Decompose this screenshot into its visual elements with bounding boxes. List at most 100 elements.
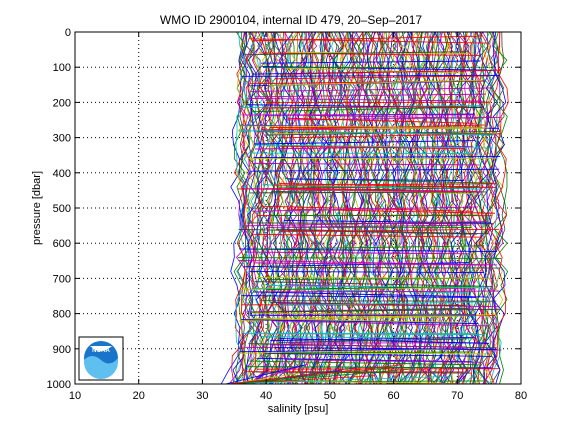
profile-tail bbox=[233, 367, 393, 384]
profile-connector bbox=[254, 245, 485, 250]
profile-connector bbox=[281, 351, 469, 354]
profile-connector bbox=[265, 224, 471, 228]
profile-line bbox=[248, 32, 262, 384]
profile-connector bbox=[278, 338, 467, 343]
y-tick-label: 100 bbox=[53, 62, 71, 74]
profile-connector bbox=[248, 188, 483, 193]
profile-line bbox=[379, 32, 396, 384]
profile-connector bbox=[246, 251, 470, 255]
profile-connector bbox=[274, 347, 497, 350]
profile-line bbox=[252, 32, 278, 384]
profile-connector bbox=[260, 60, 481, 64]
profile-connector bbox=[280, 332, 476, 335]
profile-line bbox=[251, 32, 269, 384]
profile-connector bbox=[265, 278, 483, 280]
profile-connector bbox=[254, 144, 493, 149]
profile-tail bbox=[227, 364, 403, 384]
profile-line bbox=[355, 32, 371, 384]
profile-line bbox=[390, 32, 408, 384]
profile-line bbox=[483, 32, 504, 384]
profile-connector bbox=[270, 344, 466, 348]
profile-connector bbox=[284, 67, 466, 74]
profile-lines bbox=[220, 32, 509, 384]
profile-connector bbox=[255, 262, 486, 266]
profile-connector bbox=[266, 285, 480, 291]
y-tick-label: 300 bbox=[53, 133, 71, 145]
y-tick-label: 900 bbox=[53, 344, 71, 356]
profile-line bbox=[262, 32, 278, 384]
profile-connector bbox=[259, 52, 481, 56]
profile-connector bbox=[244, 221, 488, 227]
profile-connector bbox=[287, 117, 475, 124]
profile-connector bbox=[238, 228, 478, 235]
chart-title: WMO ID 2900104, internal ID 479, 20–Sep–… bbox=[160, 13, 422, 27]
profile-connector bbox=[239, 248, 498, 253]
profile-connector bbox=[262, 124, 487, 131]
profile-line bbox=[234, 32, 252, 384]
profile-connector bbox=[268, 79, 483, 86]
profile-tail bbox=[235, 368, 415, 384]
profile-connector bbox=[280, 114, 478, 119]
profile-line bbox=[485, 32, 501, 384]
profile-connector bbox=[257, 290, 500, 293]
profile-line bbox=[360, 32, 382, 384]
x-tick-label: 80 bbox=[515, 390, 527, 402]
profile-line bbox=[264, 32, 288, 384]
x-tick-label: 60 bbox=[387, 390, 399, 402]
profile-connector bbox=[245, 366, 478, 369]
profile-connector bbox=[256, 277, 490, 279]
profile-connector bbox=[243, 262, 470, 268]
profile-connector bbox=[249, 270, 485, 274]
profile-connector bbox=[250, 87, 492, 92]
profile-connector bbox=[249, 38, 486, 44]
profile-connector bbox=[255, 371, 471, 374]
axis-ticks: 10 20 30 40 50 60 70 80010020030040050060070080… bbox=[47, 27, 528, 402]
profile-connector bbox=[250, 308, 501, 313]
profile-connector bbox=[270, 266, 500, 269]
profile-connector bbox=[246, 104, 482, 109]
profile-line bbox=[372, 32, 392, 384]
profile-tail bbox=[222, 375, 453, 384]
profile-line bbox=[236, 32, 251, 384]
profile-connector bbox=[272, 320, 489, 327]
profile-connector bbox=[252, 312, 476, 316]
profile-line bbox=[347, 32, 367, 384]
x-tick-label: 10 bbox=[69, 390, 81, 402]
x-tick-label: 20 bbox=[133, 390, 145, 402]
x-axis-label: salinity [psu] bbox=[268, 403, 329, 415]
profile-connector bbox=[279, 69, 502, 75]
profile-connector bbox=[252, 206, 478, 212]
profile-connector bbox=[241, 319, 479, 325]
profile-connector bbox=[240, 125, 488, 129]
profile-connector bbox=[287, 178, 465, 181]
profile-connector bbox=[243, 333, 485, 336]
profile-line bbox=[241, 32, 264, 384]
profile-line bbox=[477, 32, 497, 384]
profile-connector bbox=[284, 188, 477, 192]
profile-connector bbox=[249, 191, 488, 194]
profile-line bbox=[369, 32, 387, 384]
y-tick-label: 700 bbox=[53, 273, 71, 285]
profile-tail bbox=[236, 367, 356, 384]
profile-connector bbox=[253, 156, 501, 159]
profile-connector bbox=[250, 168, 500, 172]
profile-connector bbox=[247, 97, 483, 102]
profile-line bbox=[240, 32, 256, 384]
profile-connector bbox=[241, 295, 476, 298]
profile-connector bbox=[254, 140, 476, 145]
profile-connector bbox=[238, 259, 498, 266]
profile-connector bbox=[238, 348, 476, 354]
profile-connector bbox=[274, 75, 490, 80]
y-tick-label: 0 bbox=[65, 27, 71, 39]
y-tick-label: 600 bbox=[53, 238, 71, 250]
profile-connector bbox=[244, 51, 469, 56]
x-tick-label: 70 bbox=[451, 390, 463, 402]
profile-connector bbox=[278, 301, 489, 306]
profile-connector bbox=[264, 352, 492, 357]
profile-line bbox=[366, 32, 382, 384]
profile-line bbox=[254, 32, 276, 384]
profile-connector bbox=[249, 360, 478, 366]
profile-connector bbox=[262, 105, 468, 109]
y-tick-label: 500 bbox=[53, 203, 71, 215]
y-tick-label: 1000 bbox=[47, 379, 71, 391]
